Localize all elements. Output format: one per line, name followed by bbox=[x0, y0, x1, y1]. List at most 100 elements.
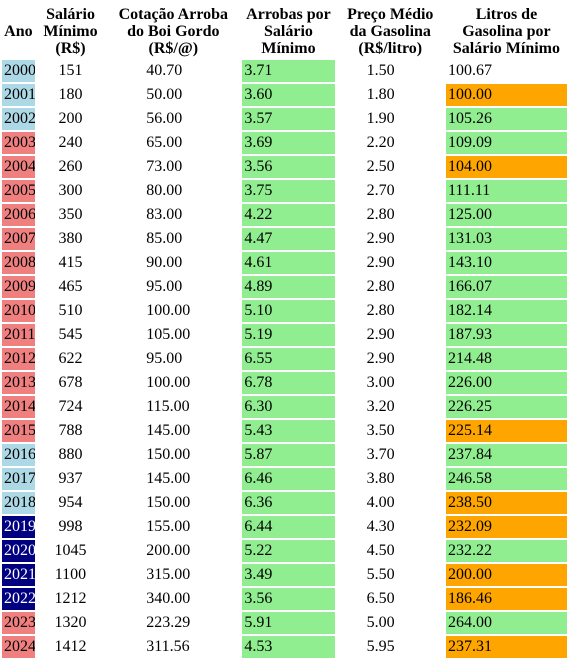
cell-cotacao-arroba: 115.00 bbox=[146, 398, 190, 415]
cell-cotacao-arroba: 73.00 bbox=[146, 158, 183, 175]
cell-arrobas-por-salario: 5.43 bbox=[242, 420, 335, 442]
cell-arrobas-por-salario: 5.91 bbox=[242, 612, 335, 634]
cell-arrobas-por-salario: 6.44 bbox=[242, 516, 335, 538]
cell-salario-minimo: 1100 bbox=[54, 566, 87, 583]
table-row: 2003 240 65.00 3.69 2.20 109.09 bbox=[2, 132, 568, 154]
cell-salario-minimo: 200 bbox=[58, 110, 83, 127]
cell-litros-gasolina: 187.93 bbox=[446, 324, 568, 346]
table-row: 2017 937 145.00 6.46 3.80 246.58 bbox=[2, 468, 568, 490]
cell-salario-minimo: 622 bbox=[58, 350, 83, 367]
table-row: 2021 1100 315.00 3.49 5.50 200.00 bbox=[2, 564, 568, 586]
cell-salario-minimo: 300 bbox=[58, 182, 83, 199]
cell-preco-gasolina: 1.50 bbox=[366, 62, 395, 79]
cell-cotacao-arroba: 150.00 bbox=[146, 494, 191, 511]
cell-litros-gasolina: 226.25 bbox=[446, 396, 568, 418]
cell-cotacao-arroba: 40.70 bbox=[146, 62, 183, 79]
cell-ano: 2014 bbox=[2, 396, 35, 418]
cell-salario-minimo: 350 bbox=[58, 206, 83, 223]
cell-litros-gasolina: 182.14 bbox=[446, 300, 568, 322]
cell-arrobas-por-salario: 6.30 bbox=[242, 396, 335, 418]
cell-ano: 2006 bbox=[2, 204, 35, 226]
cell-ano: 2003 bbox=[2, 132, 35, 154]
cell-preco-gasolina: 2.90 bbox=[366, 326, 395, 343]
cell-arrobas-por-salario: 3.49 bbox=[242, 564, 335, 586]
cell-preco-gasolina: 3.50 bbox=[366, 422, 395, 439]
cell-cotacao-arroba: 50.00 bbox=[146, 86, 183, 103]
cell-litros-gasolina: 232.09 bbox=[446, 516, 568, 538]
table-row: 2001 180 50.00 3.60 1.80 100.00 bbox=[2, 84, 568, 106]
cell-ano: 2008 bbox=[2, 252, 35, 274]
cell-ano: 2009 bbox=[2, 276, 35, 298]
cell-cotacao-arroba: 311.56 bbox=[146, 638, 190, 655]
table-row: 2014 724 115.00 6.30 3.20 226.25 bbox=[2, 396, 568, 418]
cell-litros-gasolina: 237.84 bbox=[446, 444, 568, 466]
cell-arrobas-por-salario: 3.56 bbox=[242, 156, 335, 178]
cell-salario-minimo: 1320 bbox=[54, 614, 87, 631]
table-row: 2015 788 145.00 5.43 3.50 225.14 bbox=[2, 420, 568, 442]
cell-arrobas-por-salario: 3.69 bbox=[242, 132, 335, 154]
cell-salario-minimo: 998 bbox=[58, 518, 83, 535]
cell-litros-gasolina: 232.22 bbox=[446, 540, 568, 562]
table-row: 2006 350 83.00 4.22 2.80 125.00 bbox=[2, 204, 568, 226]
cell-preco-gasolina: 2.20 bbox=[366, 134, 395, 151]
header-arrobas-por-salario: Arrobas por Salário Mínimo bbox=[246, 5, 331, 57]
cell-arrobas-por-salario: 4.89 bbox=[242, 276, 335, 298]
cell-ano: 2020 bbox=[2, 540, 35, 562]
cell-ano: 2016 bbox=[2, 444, 35, 466]
header-preco-gasolina: Preço Médio da Gasolina (R$/litro) bbox=[347, 5, 434, 57]
cell-arrobas-por-salario: 6.78 bbox=[242, 372, 335, 394]
table-row: 2019 998 155.00 6.44 4.30 232.09 bbox=[2, 516, 568, 538]
cell-ano: 2011 bbox=[2, 324, 35, 346]
table-row: 2024 1412 311.56 4.53 5.95 237.31 bbox=[2, 636, 568, 658]
cell-litros-gasolina: 111.11 bbox=[446, 180, 568, 202]
cell-salario-minimo: 937 bbox=[58, 470, 83, 487]
cell-preco-gasolina: 5.00 bbox=[366, 614, 395, 631]
cell-cotacao-arroba: 83.00 bbox=[146, 206, 183, 223]
cell-litros-gasolina: 104.00 bbox=[446, 156, 568, 178]
cell-cotacao-arroba: 145.00 bbox=[146, 470, 191, 487]
table-row: 2023 1320 223.29 5.91 5.00 264.00 bbox=[2, 612, 568, 634]
cell-cotacao-arroba: 155.00 bbox=[146, 518, 191, 535]
cell-preco-gasolina: 2.50 bbox=[366, 158, 395, 175]
table-body: 2000 151 40.70 3.71 1.50 100.67 2001 180 50.00 3.… bbox=[2, 60, 568, 658]
cell-litros-gasolina: 246.58 bbox=[446, 468, 568, 490]
table-row: 2002 200 56.00 3.57 1.90 105.26 bbox=[2, 108, 568, 130]
cell-ano: 2024 bbox=[2, 636, 35, 658]
table-row: 2007 380 85.00 4.47 2.90 131.03 bbox=[2, 228, 568, 250]
cell-salario-minimo: 380 bbox=[58, 230, 83, 247]
cell-arrobas-por-salario: 5.10 bbox=[242, 300, 335, 322]
cell-ano: 2002 bbox=[2, 108, 35, 130]
cell-cotacao-arroba: 80.00 bbox=[146, 182, 183, 199]
cell-ano: 2017 bbox=[2, 468, 35, 490]
cell-salario-minimo: 1412 bbox=[54, 638, 87, 655]
cell-arrobas-por-salario: 4.47 bbox=[242, 228, 335, 250]
table-row: 2022 1212 340.00 3.56 6.50 186.46 bbox=[2, 588, 568, 610]
cell-preco-gasolina: 1.90 bbox=[366, 110, 395, 127]
cell-preco-gasolina: 3.20 bbox=[366, 398, 395, 415]
table-row: 2012 622 95.00 6.55 2.90 214.48 bbox=[2, 348, 568, 370]
cell-arrobas-por-salario: 3.56 bbox=[242, 588, 335, 610]
header-ano: Ano bbox=[4, 22, 33, 40]
cell-preco-gasolina: 5.95 bbox=[366, 638, 395, 655]
cell-cotacao-arroba: 200.00 bbox=[146, 542, 191, 559]
cell-cotacao-arroba: 105.00 bbox=[146, 326, 191, 343]
table-row: 2010 510 100.00 5.10 2.80 182.14 bbox=[2, 300, 568, 322]
cell-preco-gasolina: 2.80 bbox=[366, 278, 395, 295]
cell-ano: 2005 bbox=[2, 180, 35, 202]
cell-litros-gasolina: 109.09 bbox=[446, 132, 568, 154]
cell-salario-minimo: 678 bbox=[58, 374, 83, 391]
cell-cotacao-arroba: 90.00 bbox=[146, 254, 183, 271]
cell-salario-minimo: 724 bbox=[58, 398, 83, 415]
cell-arrobas-por-salario: 3.60 bbox=[242, 84, 335, 106]
cell-salario-minimo: 180 bbox=[58, 86, 83, 103]
cell-cotacao-arroba: 65.00 bbox=[146, 134, 183, 151]
cell-litros-gasolina: 100.00 bbox=[446, 84, 568, 106]
cell-arrobas-por-salario: 6.46 bbox=[242, 468, 335, 490]
cell-cotacao-arroba: 340.00 bbox=[146, 590, 191, 607]
cell-arrobas-por-salario: 5.19 bbox=[242, 324, 335, 346]
cell-cotacao-arroba: 85.00 bbox=[146, 230, 183, 247]
cell-litros-gasolina: 100.67 bbox=[446, 60, 568, 82]
cell-salario-minimo: 151 bbox=[58, 62, 83, 79]
cell-ano: 2012 bbox=[2, 348, 35, 370]
